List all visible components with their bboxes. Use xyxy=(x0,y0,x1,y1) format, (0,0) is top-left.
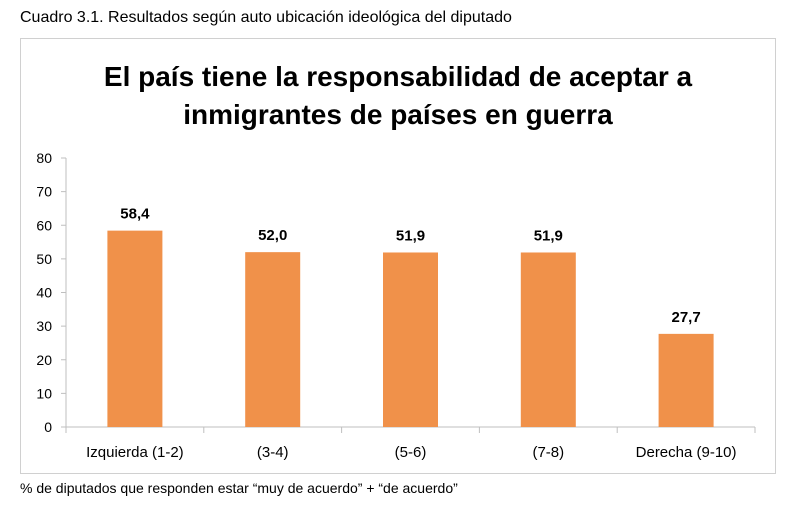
y-tick-label: 10 xyxy=(36,385,52,401)
y-tick-label: 0 xyxy=(44,419,52,435)
y-tick-label: 30 xyxy=(36,318,52,334)
bar-4 xyxy=(520,252,576,427)
bar-1 xyxy=(107,230,163,427)
y-tick-label: 50 xyxy=(36,251,52,267)
bar-5 xyxy=(658,333,714,427)
x-tick-label: (5-6) xyxy=(395,444,427,461)
y-tick-label: 40 xyxy=(36,285,52,301)
bar-2 xyxy=(245,252,301,427)
x-tick-label: (3-4) xyxy=(257,444,289,461)
data-label: 58,4 xyxy=(120,206,150,223)
chart-frame xyxy=(20,38,776,474)
y-tick-label: 60 xyxy=(36,217,52,233)
chart-title-line-1: El país tiene la responsabilidad de acep… xyxy=(103,61,693,92)
y-tick-label: 20 xyxy=(36,352,52,368)
data-label: 51,9 xyxy=(396,227,425,244)
figure-caption: Cuadro 3.1. Resultados según auto ubicac… xyxy=(20,9,512,26)
data-label: 27,7 xyxy=(671,309,700,326)
data-label: 51,9 xyxy=(534,227,563,244)
chart-title: El país tiene la responsabilidad de acep… xyxy=(20,58,776,134)
x-tick-label: (7-8) xyxy=(532,444,564,461)
x-tick-label: Izquierda (1-2) xyxy=(86,444,184,461)
bar-3 xyxy=(383,252,438,427)
data-label: 52,0 xyxy=(258,227,287,244)
y-tick-label: 80 xyxy=(36,150,52,166)
footnote: % de diputados que responden estar “muy … xyxy=(20,480,458,496)
chart-title-line-2: inmigrantes de países en guerra xyxy=(183,99,613,130)
x-tick-label: Derecha (9-10) xyxy=(636,444,737,461)
y-tick-label: 70 xyxy=(36,184,52,200)
